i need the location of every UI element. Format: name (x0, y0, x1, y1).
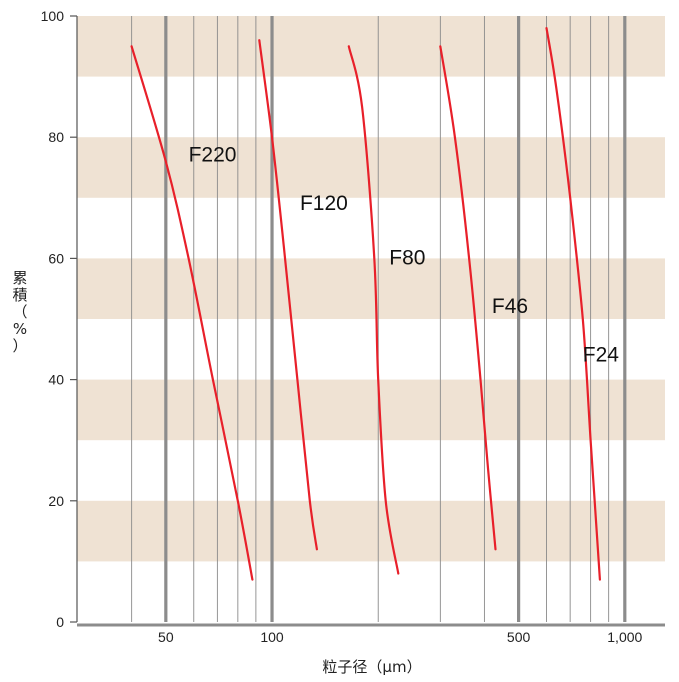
y-tick-label-80: 80 (48, 129, 64, 145)
series-line-f80 (347, 45, 400, 575)
y-tick-label-100: 100 (41, 8, 65, 24)
series-label-f120: F120 (300, 192, 348, 215)
series-labels: F220 F120 F80 F46 F24 (189, 143, 620, 366)
y-tick-label-0: 0 (56, 614, 64, 630)
y-axis-label-char: 積 (12, 286, 27, 304)
y-axis-label-char: （ (12, 303, 27, 321)
series-label-f220: F220 (189, 143, 237, 166)
y-tick-label-60: 60 (48, 250, 64, 266)
series-line-f120 (258, 39, 318, 551)
y-axis-label-char: ） (12, 337, 27, 355)
x-tick-label-500: 500 (507, 629, 531, 645)
band-10-20 (77, 500, 665, 562)
axes (70, 15, 665, 627)
series-lines (130, 27, 601, 581)
x-tick-label-1000: 1,000 (607, 629, 642, 645)
band-90-100 (77, 16, 665, 77)
x-axis-label: 粒子径（μm） (322, 658, 421, 676)
y-axis-label-char: % (13, 320, 27, 338)
y-axis-label: 累積（%） (12, 269, 27, 355)
band-50-60 (77, 258, 665, 319)
y-tick-label-40: 40 (48, 372, 64, 388)
x-gridlines (131, 16, 627, 622)
x-tick-label-50: 50 (158, 629, 174, 645)
x-tick-label-100: 100 (260, 629, 284, 645)
series-label-f46: F46 (492, 295, 528, 318)
band-30-40 (77, 379, 665, 441)
x-tick-labels: 50 100 500 1,000 (158, 629, 642, 645)
series-line-f46 (439, 45, 497, 551)
series-line-f220 (130, 45, 254, 581)
y-tick-label-20: 20 (48, 493, 64, 509)
y-axis-label-char: 累 (12, 269, 27, 287)
y-tick-labels: 0 20 40 60 80 100 (41, 8, 65, 630)
series-label-f80: F80 (389, 246, 425, 269)
series-line-f24 (545, 27, 601, 581)
series-label-f24: F24 (583, 343, 620, 366)
